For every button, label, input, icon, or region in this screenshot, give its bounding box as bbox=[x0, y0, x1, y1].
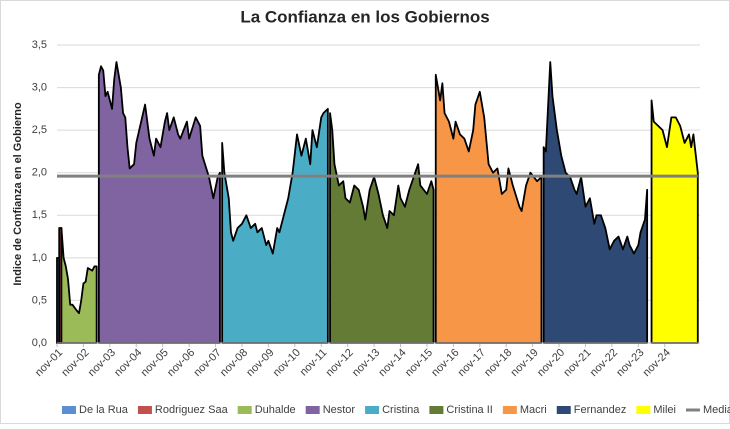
y-tick-label: 0,5 bbox=[32, 294, 47, 306]
y-tick-label: 1,5 bbox=[32, 209, 47, 221]
y-axis-title: Indice de Confianza en el Gobierno bbox=[12, 102, 24, 286]
area bbox=[434, 73, 543, 344]
legend-swatch bbox=[62, 406, 76, 414]
legend-swatch bbox=[502, 406, 517, 414]
legend-swatch bbox=[556, 406, 571, 414]
y-tick-label: 2,0 bbox=[32, 167, 47, 179]
legend-label: De la Rua bbox=[79, 404, 129, 416]
legend-label: Nestor bbox=[323, 404, 356, 416]
legend-label: Milei bbox=[653, 404, 676, 416]
legend-label: Cristina bbox=[382, 404, 420, 416]
legend-label: Mediana bbox=[703, 404, 730, 416]
area bbox=[329, 112, 435, 344]
y-tick-label: 0,0 bbox=[32, 337, 47, 349]
area bbox=[60, 227, 98, 344]
legend-label: Rodriguez Saa bbox=[155, 404, 229, 416]
y-tick-label: 3,0 bbox=[32, 81, 47, 93]
area bbox=[97, 61, 221, 344]
legend-swatch bbox=[237, 406, 252, 414]
legend-swatch bbox=[429, 406, 444, 414]
y-tick-label: 2,5 bbox=[32, 124, 47, 136]
area bbox=[650, 99, 699, 344]
chart-title: La Confianza en los Gobiernos bbox=[240, 7, 489, 26]
area bbox=[542, 61, 649, 344]
legend-swatch bbox=[305, 406, 320, 414]
legend-swatch bbox=[137, 406, 152, 414]
legend-label: Fernandez bbox=[574, 404, 627, 416]
legend-label: Cristina II bbox=[446, 404, 492, 416]
legend-swatch bbox=[365, 406, 380, 414]
legend-label: Macri bbox=[520, 404, 547, 416]
legend-swatch bbox=[636, 406, 651, 414]
area bbox=[221, 107, 329, 344]
y-tick-label: 3,5 bbox=[32, 39, 47, 51]
y-tick-label: 1,0 bbox=[32, 252, 47, 264]
legend-label: Duhalde bbox=[255, 404, 296, 416]
